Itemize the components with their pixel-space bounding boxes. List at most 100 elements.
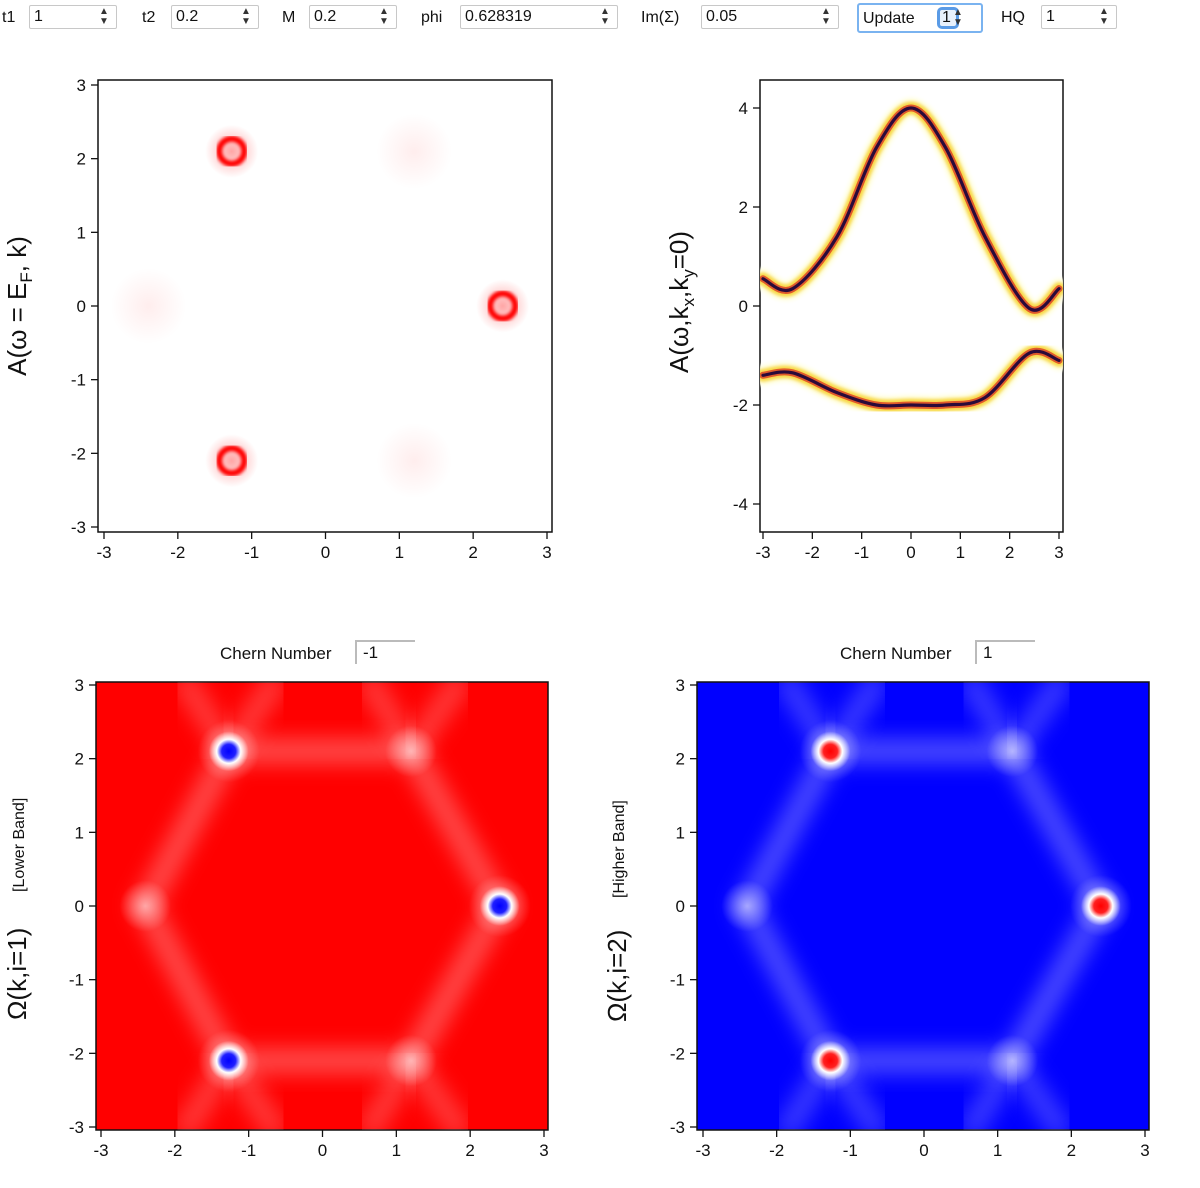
m-label: M: [282, 9, 296, 26]
fermi-xtick-label: -1: [244, 543, 259, 562]
berry-lower-ylabel: Ω(k,i=1): [2, 928, 32, 1020]
t1-input[interactable]: [30, 6, 94, 28]
berry-higher-ylabel-note: [Higher Band]: [611, 800, 628, 898]
berry-higher-xtick-label: 2: [1067, 1141, 1076, 1160]
berry-higher-xtick-label: -3: [695, 1141, 710, 1160]
update-value[interactable]: 1: [937, 7, 959, 29]
fermi-pocket-ring: [216, 135, 248, 167]
m-input[interactable]: [310, 6, 374, 28]
fermi-xtick-label: 1: [395, 543, 404, 562]
chevron-up-icon[interactable]: ▲: [600, 6, 610, 17]
fermi-xtick-label: -3: [96, 543, 111, 562]
dispersion-xtick-label: 3: [1054, 543, 1063, 562]
chevron-down-icon[interactable]: ▼: [821, 16, 831, 27]
chevron-up-icon[interactable]: ▲: [953, 7, 963, 18]
berry-higher-spot: [810, 731, 851, 772]
phi-label: phi: [421, 9, 443, 26]
chevron-up-icon[interactable]: ▲: [1099, 6, 1109, 17]
berry-lower-ytick-label: 1: [75, 823, 84, 842]
berry-lower-ytick-label: 2: [75, 750, 84, 769]
berry-higher-ylabel: Ω(k,i=2): [602, 930, 632, 1022]
t2-input[interactable]: [172, 6, 236, 28]
m-field[interactable]: ▲ ▼: [309, 5, 397, 29]
fermi-ytick-label: -3: [71, 518, 86, 537]
dispersion-ylabel: A(ω,kx,ky=0): [664, 231, 698, 373]
t2-stepper[interactable]: ▲ ▼: [235, 7, 257, 27]
phi-input[interactable]: [461, 6, 595, 28]
hq-field[interactable]: ▲ ▼: [1041, 5, 1117, 29]
update-stepper[interactable]: ▲ ▼: [947, 8, 969, 28]
fermi-surface-yticks: 3 2 1 0 -1 -2 -3: [71, 76, 98, 537]
chern-lower-label: Chern Number: [220, 644, 332, 663]
berry-lower-xtick-label: -3: [93, 1141, 108, 1160]
fermi-surface-ylabel: A(ω = EF, k): [2, 236, 36, 376]
update-label: Update: [863, 10, 915, 27]
berry-lower-xtick-label: 0: [318, 1141, 327, 1160]
band-core-1: [761, 106, 1061, 312]
dispersion-xtick-label: 2: [1005, 543, 1014, 562]
fermi-faint-pocket: [376, 422, 453, 499]
im-sigma-field[interactable]: ▲ ▼: [701, 5, 839, 29]
fermi-xtick-label: -2: [170, 543, 185, 562]
t2-field[interactable]: ▲ ▼: [171, 5, 259, 29]
fermi-pocket-ring: [487, 290, 519, 322]
chevron-down-icon[interactable]: ▼: [241, 16, 251, 27]
phi-field[interactable]: ▲ ▼: [460, 5, 618, 29]
berry-higher-ytick-label: 0: [676, 897, 685, 916]
chevron-up-icon[interactable]: ▲: [379, 6, 389, 17]
berry-lower-marks: [96, 682, 548, 1130]
hq-stepper[interactable]: ▲ ▼: [1093, 7, 1115, 27]
dispersion-plot: -3 -2 -1 0 1 2 3 4 2 0 -2 -4 A(ω,kx,ky=0): [664, 79, 1064, 562]
berry-higher-plot: -3 -2 -1 0 1 2 3 3 2 1 0 -1 -2 -3 Ω(k,i=2) [Higher B…: [602, 676, 1150, 1160]
berry-lower-spot: [208, 1040, 249, 1081]
fermi-pocket-glow: [205, 124, 259, 178]
berry-higher-xtick-label: 3: [1140, 1141, 1149, 1160]
chevron-up-icon[interactable]: ▲: [821, 6, 831, 17]
berry-higher-marks: [697, 682, 1149, 1130]
chevron-down-icon[interactable]: ▼: [99, 16, 109, 27]
chevron-down-icon[interactable]: ▼: [379, 16, 389, 27]
chevron-up-icon[interactable]: ▲: [241, 6, 251, 17]
phi-stepper[interactable]: ▲ ▼: [594, 7, 616, 27]
chevron-up-icon[interactable]: ▲: [99, 6, 109, 17]
berry-higher-xtick-label: 0: [919, 1141, 928, 1160]
berry-lower-xtick-label: -2: [167, 1141, 182, 1160]
berry-lower-kprime-glow: [119, 880, 172, 932]
fermi-faint-pocket: [110, 268, 187, 344]
im-sigma-input[interactable]: [702, 6, 816, 28]
berry-lower-yticks: 3 2 1 0 -1 -2 -3: [69, 676, 96, 1137]
berry-lower-spot: [208, 731, 249, 772]
im-sigma-stepper[interactable]: ▲ ▼: [815, 7, 837, 27]
berry-higher-xticks: -3 -2 -1 0 1 2 3: [695, 1130, 1150, 1160]
berry-lower-ytick-label: 3: [75, 676, 84, 695]
t1-stepper[interactable]: ▲ ▼: [93, 7, 115, 27]
t1-field[interactable]: ▲ ▼: [29, 5, 117, 29]
chevron-down-icon[interactable]: ▼: [600, 16, 610, 27]
berry-lower-ytick-label: 0: [75, 897, 84, 916]
fermi-ytick-label: -1: [71, 371, 86, 390]
berry-lower-xtick-label: 1: [392, 1141, 401, 1160]
dispersion-ytick-label: 2: [739, 198, 748, 217]
berry-higher-xtick-label: -1: [843, 1141, 858, 1160]
berry-higher-kprime-glow: [986, 725, 1039, 778]
dispersion-xtick-label: 0: [906, 543, 915, 562]
berry-lower-xtick-label: 3: [539, 1141, 548, 1160]
dispersion-xtick-label: -2: [805, 543, 820, 562]
fermi-surface-plot: -3 -2 -1 0 1 2 3 3 2 1 0 -1 -2 -3 A(ω = EF, k): [2, 76, 553, 562]
berry-lower-kprime-glow: [385, 725, 437, 778]
berry-lower-xtick-label: -1: [241, 1141, 256, 1160]
hq-label: HQ: [1001, 9, 1025, 26]
update-button[interactable]: Update 1 ▲ ▼: [857, 3, 983, 33]
berry-lower-spot: [479, 886, 520, 926]
berry-higher-ytick-label: 3: [676, 676, 685, 695]
berry-lower-ylabel-note: [Lower Band]: [11, 798, 28, 892]
berry-higher-spot: [810, 1040, 851, 1081]
chevron-down-icon[interactable]: ▼: [1099, 16, 1109, 27]
chevron-down-icon[interactable]: ▼: [953, 17, 963, 28]
hq-input[interactable]: [1042, 6, 1094, 28]
berry-lower-ytick-label: -3: [69, 1118, 84, 1137]
fermi-ytick-label: 0: [77, 297, 86, 316]
berry-higher-spot: [1080, 886, 1121, 926]
m-stepper[interactable]: ▲ ▼: [373, 7, 395, 27]
fermi-pocket-ring: [216, 445, 248, 477]
